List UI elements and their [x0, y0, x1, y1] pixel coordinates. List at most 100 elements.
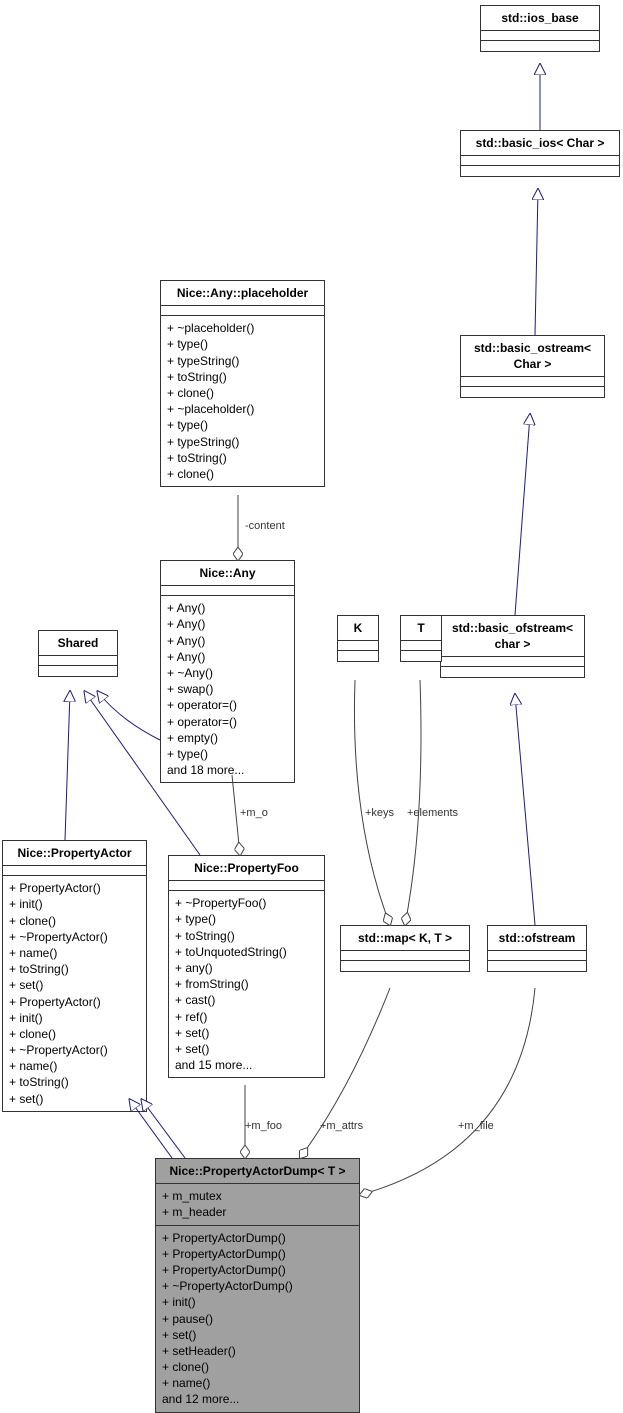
- node-title: std::basic_ostream< Char >: [461, 336, 604, 377]
- edge-aggregation: [360, 988, 535, 1195]
- node-title: T: [401, 616, 441, 641]
- node-basic-ios: std::basic_ios< Char >: [460, 130, 620, 177]
- op: + init(): [9, 1010, 140, 1026]
- op: + clone(): [9, 913, 140, 929]
- node-ofstream: std::ofstream: [487, 925, 587, 972]
- op: + clone(): [167, 466, 318, 482]
- node-attrs: [341, 951, 469, 961]
- edge-label-elements: +elements: [407, 807, 458, 819]
- op: + set(): [175, 1025, 318, 1041]
- op: + ~PropertyActor(): [9, 929, 140, 945]
- op: + empty(): [167, 730, 288, 746]
- node-t: T: [400, 615, 442, 662]
- op: + name(): [162, 1375, 353, 1391]
- node-property-actor: Nice::PropertyActor + PropertyActor() + …: [2, 840, 147, 1112]
- node-title: std::basic_ofstream< char >: [441, 616, 584, 657]
- op: + setHeader(): [162, 1343, 353, 1359]
- node-attrs: + m_mutex + m_header: [156, 1184, 359, 1225]
- edge-label-m-o: +m_o: [240, 807, 268, 819]
- op: + Any(): [167, 633, 288, 649]
- node-basic-ostream: std::basic_ostream< Char >: [460, 335, 605, 398]
- op: + Any(): [167, 600, 288, 616]
- edge-inherit: [142, 1100, 185, 1158]
- op: + set(): [175, 1041, 318, 1057]
- edge-inherit: [65, 692, 70, 840]
- edge-aggregation: [232, 775, 240, 855]
- node-title: std::map< K, T >: [341, 926, 469, 951]
- node-ops: [488, 961, 586, 971]
- node-title: Nice::PropertyFoo: [169, 856, 324, 881]
- node-attrs: [461, 156, 619, 166]
- node-title: std::basic_ios< Char >: [461, 131, 619, 156]
- node-attrs: [461, 377, 604, 387]
- op: and 12 more...: [162, 1391, 353, 1407]
- title-line-1: std::basic_ostream< Char >: [474, 341, 591, 371]
- op: + typeString(): [167, 353, 318, 369]
- op: + init(): [9, 896, 140, 912]
- op: + toUnquotedString(): [175, 944, 318, 960]
- op: + swap(): [167, 681, 288, 697]
- op: + ~placeholder(): [167, 401, 318, 417]
- op: + init(): [162, 1294, 353, 1310]
- node-property-foo: Nice::PropertyFoo + ~PropertyFoo() + typ…: [168, 855, 325, 1078]
- op: + set(): [9, 1091, 140, 1107]
- edge-aggregation: [354, 680, 390, 925]
- node-ops: + ~PropertyFoo() + type() + toString() +…: [169, 891, 324, 1077]
- node-attrs: [488, 951, 586, 961]
- op: and 15 more...: [175, 1057, 318, 1073]
- op: + clone(): [9, 1026, 140, 1042]
- node-ops: [338, 651, 378, 661]
- node-ops: + ~placeholder() + type() + typeString()…: [161, 316, 324, 486]
- node-basic-ofstream: std::basic_ofstream< char >: [440, 615, 585, 678]
- edge-label-keys: +keys: [365, 807, 394, 819]
- op: + PropertyActorDump(): [162, 1262, 353, 1278]
- node-attrs: [169, 881, 324, 891]
- op: + ~Any(): [167, 665, 288, 681]
- node-ops: + Any() + Any() + Any() + Any() + ~Any()…: [161, 596, 294, 782]
- edge-label-m-foo: +m_foo: [245, 1120, 282, 1132]
- edge-inherit: [98, 692, 160, 740]
- edge-label-m-attrs: +m_attrs: [320, 1120, 363, 1132]
- node-dump: Nice::PropertyActorDump< T > + m_mutex +…: [155, 1158, 360, 1413]
- op: + type(): [175, 911, 318, 927]
- node-shared: Shared: [38, 630, 118, 677]
- node-ops: + PropertyActor() + init() + clone() + ~…: [3, 876, 146, 1111]
- op: + ~PropertyActor(): [9, 1042, 140, 1058]
- op: + set(): [9, 977, 140, 993]
- node-title: Nice::PropertyActorDump< T >: [156, 1159, 359, 1184]
- op: + set(): [162, 1327, 353, 1343]
- op: and 18 more...: [167, 762, 288, 778]
- op: + Any(): [167, 616, 288, 632]
- node-attrs: [401, 641, 441, 651]
- title-line-1: std::basic_ofstream< char >: [452, 621, 573, 651]
- op: + toString(): [9, 961, 140, 977]
- edge-aggregation: [405, 680, 421, 925]
- op: + PropertyActorDump(): [162, 1246, 353, 1262]
- op: + clone(): [162, 1359, 353, 1375]
- node-title: std::ios_base: [481, 6, 599, 31]
- op: + ~placeholder(): [167, 320, 318, 336]
- node-ops: [341, 961, 469, 971]
- op: + toString(): [175, 928, 318, 944]
- op: + operator=(): [167, 697, 288, 713]
- op: + Any(): [167, 649, 288, 665]
- edge-inherit: [515, 415, 530, 615]
- op: + name(): [9, 1058, 140, 1074]
- op: + fromString(): [175, 976, 318, 992]
- op: + toString(): [167, 450, 318, 466]
- op: + PropertyActor(): [9, 880, 140, 896]
- op: + ~PropertyFoo(): [175, 895, 318, 911]
- node-ops: [39, 666, 117, 676]
- op: + name(): [9, 945, 140, 961]
- node-title: std::ofstream: [488, 926, 586, 951]
- node-title: Nice::Any::placeholder: [161, 281, 324, 306]
- node-attrs: [39, 656, 117, 666]
- node-attrs: [161, 306, 324, 316]
- node-ops: [441, 667, 584, 677]
- op: + type(): [167, 746, 288, 762]
- edge-inherit: [535, 190, 538, 335]
- node-ops: [481, 41, 599, 51]
- op: + ref(): [175, 1009, 318, 1025]
- node-attrs: [3, 866, 146, 876]
- node-ops: [461, 387, 604, 397]
